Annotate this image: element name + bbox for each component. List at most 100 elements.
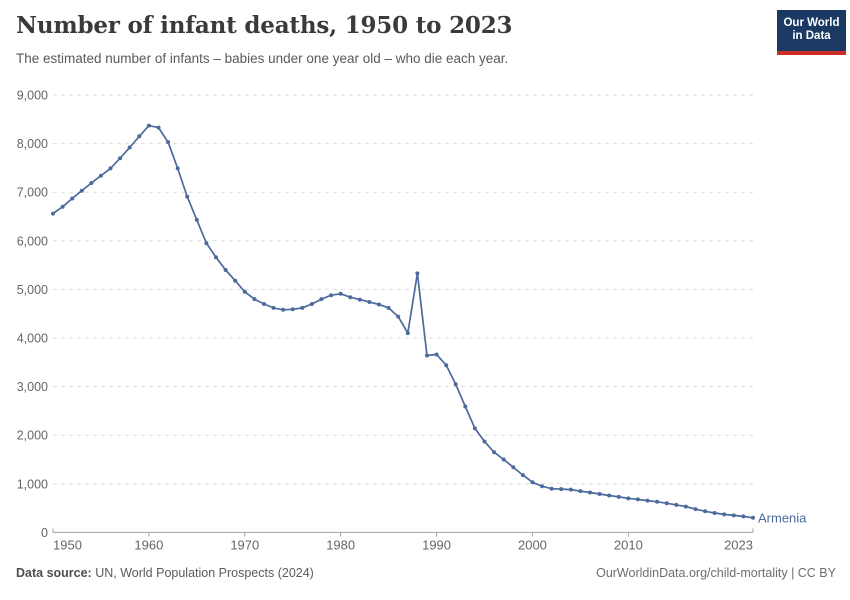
data-point[interactable]: [70, 196, 75, 201]
y-axis-tick-label: 8,000: [17, 137, 48, 151]
data-point[interactable]: [386, 305, 391, 310]
data-point[interactable]: [482, 439, 487, 444]
data-point[interactable]: [549, 486, 554, 491]
data-point[interactable]: [377, 302, 381, 307]
data-point[interactable]: [444, 363, 449, 368]
data-point[interactable]: [281, 307, 286, 312]
data-point[interactable]: [731, 513, 736, 518]
x-axis-tick-label: 1960: [134, 537, 163, 552]
data-point[interactable]: [655, 499, 660, 504]
y-axis-tick-label: 1,000: [17, 477, 48, 491]
data-point[interactable]: [252, 297, 257, 302]
data-point[interactable]: [530, 480, 535, 485]
data-point[interactable]: [223, 268, 228, 272]
data-point[interactable]: [626, 496, 631, 501]
data-point[interactable]: [568, 487, 573, 492]
data-point[interactable]: [309, 302, 314, 306]
chart-subtitle: The estimated number of infants – babies…: [16, 51, 509, 66]
data-source-text: UN, World Population Prospects (2024): [95, 566, 314, 580]
data-point[interactable]: [693, 507, 698, 512]
y-axis-tick-label: 4,000: [17, 332, 48, 346]
x-axis-tick-label: 1950: [53, 537, 82, 552]
data-point[interactable]: [741, 514, 746, 519]
data-point[interactable]: [635, 497, 640, 502]
y-axis-tick-label: 6,000: [17, 234, 48, 248]
data-point[interactable]: [156, 125, 161, 130]
data-point[interactable]: [664, 501, 669, 506]
data-point[interactable]: [262, 302, 266, 306]
data-point[interactable]: [329, 293, 334, 298]
x-axis-tick-label: 1990: [422, 537, 451, 552]
data-point[interactable]: [415, 271, 420, 276]
data-point[interactable]: [79, 188, 84, 193]
data-point[interactable]: [472, 426, 477, 431]
y-axis-tick-label: 3,000: [17, 380, 48, 394]
owid-logo[interactable]: Our World in Data: [777, 10, 846, 55]
data-point[interactable]: [588, 490, 592, 495]
data-point[interactable]: [204, 241, 209, 246]
data-point[interactable]: [712, 511, 717, 515]
data-point[interactable]: [425, 353, 429, 358]
y-axis-tick-label: 9,000: [17, 89, 48, 103]
data-point[interactable]: [703, 509, 708, 514]
data-point[interactable]: [214, 255, 218, 260]
data-point[interactable]: [511, 465, 516, 470]
data-point[interactable]: [607, 493, 612, 498]
data-point[interactable]: [348, 295, 353, 300]
data-point[interactable]: [127, 145, 132, 150]
x-axis-tick-label: 2000: [518, 537, 547, 552]
data-point[interactable]: [338, 291, 343, 296]
data-point[interactable]: [645, 498, 650, 503]
data-point[interactable]: [185, 194, 190, 199]
data-point[interactable]: [60, 204, 65, 209]
data-point[interactable]: [194, 217, 199, 222]
data-point[interactable]: [683, 504, 688, 509]
data-point[interactable]: [357, 297, 362, 302]
data-point[interactable]: [559, 487, 564, 492]
data-point[interactable]: [51, 211, 55, 216]
x-axis-tick-label: 1980: [326, 537, 355, 552]
owid-logo-line2: in Data: [792, 30, 831, 42]
data-point[interactable]: [501, 457, 506, 462]
data-point[interactable]: [751, 515, 755, 520]
data-point[interactable]: [616, 494, 621, 499]
attribution: OurWorldinData.org/child-mortality | CC …: [596, 566, 836, 580]
data-point[interactable]: [118, 156, 123, 161]
data-point[interactable]: [453, 382, 458, 387]
data-point[interactable]: [98, 173, 103, 178]
data-point[interactable]: [367, 300, 372, 304]
x-axis-tick-label: 2010: [614, 537, 643, 552]
data-point[interactable]: [674, 502, 679, 507]
data-point[interactable]: [540, 484, 544, 489]
data-point[interactable]: [233, 278, 238, 283]
data-point[interactable]: [166, 140, 171, 145]
data-point[interactable]: [492, 450, 497, 455]
data-point[interactable]: [108, 166, 113, 171]
data-line: [52, 124, 754, 519]
y-axis-tick-label: 0: [41, 526, 48, 540]
data-point[interactable]: [242, 289, 247, 294]
data-source-label: Data source:: [16, 566, 92, 580]
data-point[interactable]: [146, 123, 151, 128]
y-axis-tick-label: 7,000: [17, 186, 48, 200]
data-point[interactable]: [722, 512, 727, 517]
data-point[interactable]: [300, 305, 305, 310]
data-point[interactable]: [271, 305, 276, 310]
data-point[interactable]: [290, 307, 295, 312]
data-point[interactable]: [597, 492, 602, 496]
data-point[interactable]: [520, 473, 525, 478]
data-point[interactable]: [175, 166, 180, 171]
data-point[interactable]: [89, 181, 94, 185]
data-source: Data source: UN, World Population Prospe…: [16, 566, 314, 580]
data-point[interactable]: [405, 331, 410, 336]
x-axis-tick-label: 2023: [724, 537, 753, 552]
data-point[interactable]: [319, 297, 324, 302]
entity-label[interactable]: Armenia: [758, 510, 807, 525]
data-point[interactable]: [137, 134, 142, 139]
data-point[interactable]: [463, 404, 468, 409]
data-point[interactable]: [396, 314, 401, 319]
data-point[interactable]: [434, 352, 439, 357]
data-point[interactable]: [578, 489, 583, 494]
